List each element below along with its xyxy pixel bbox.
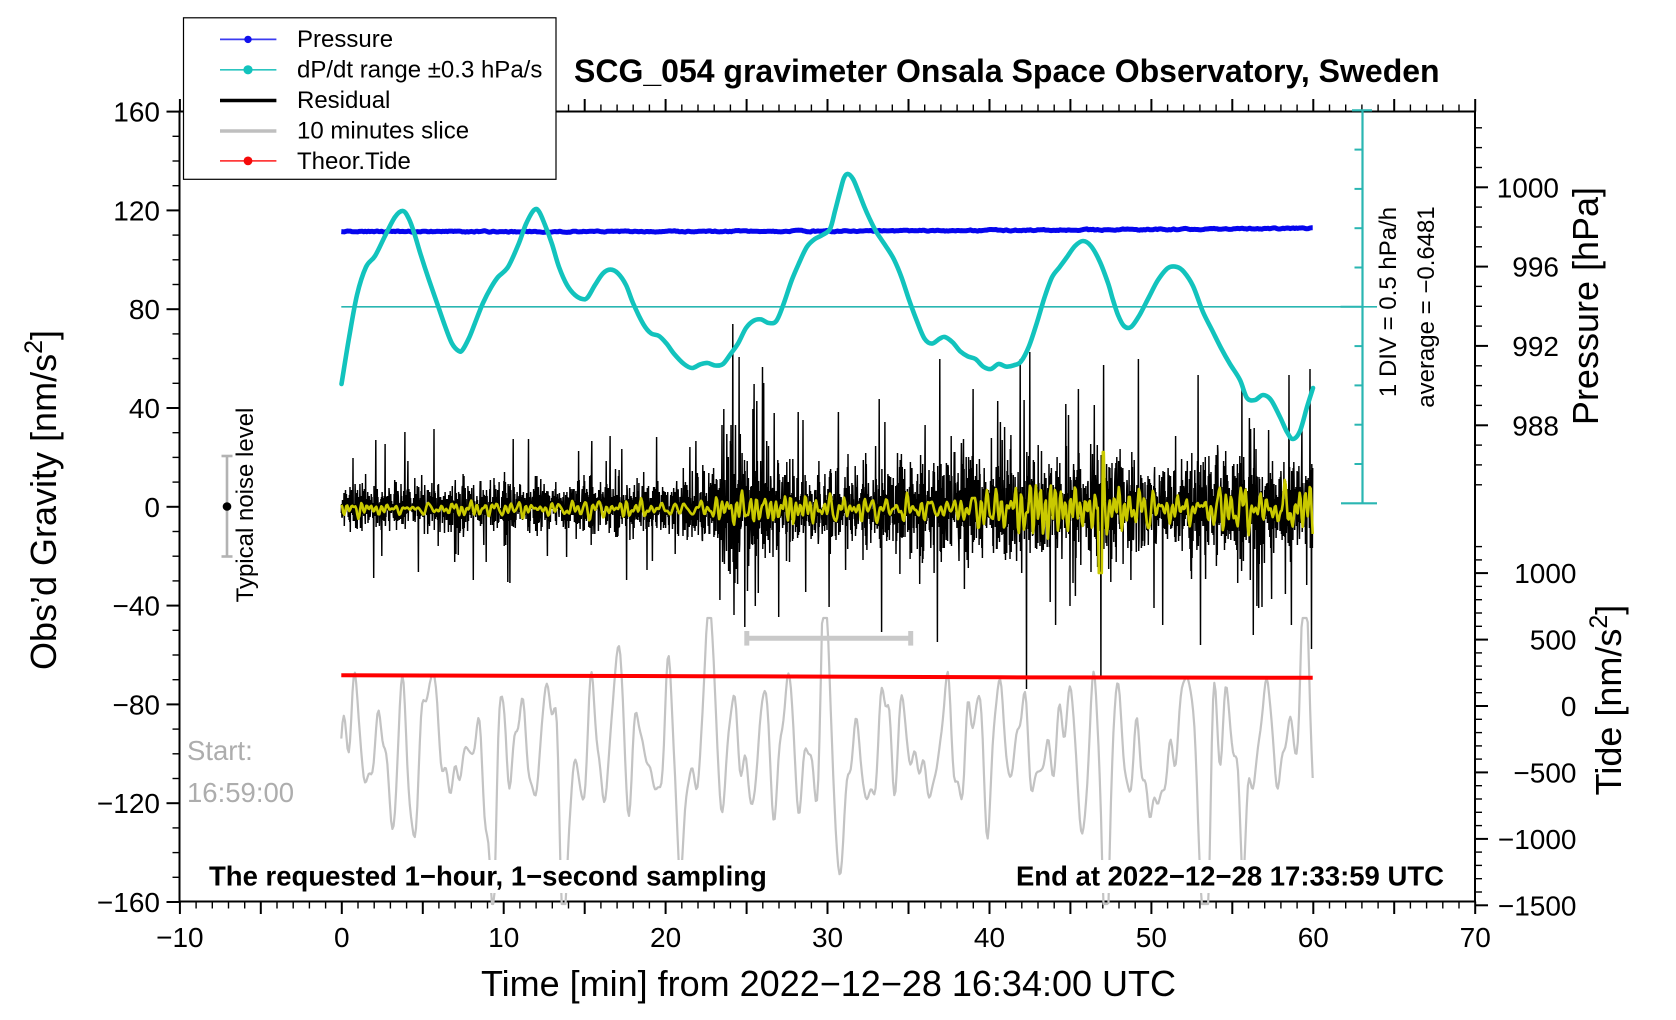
- svg-text:Start:: Start:: [187, 735, 253, 766]
- svg-text:−40: −40: [113, 591, 161, 622]
- svg-text:16:59:00: 16:59:00: [187, 777, 294, 808]
- svg-text:The requested 1−hour, 1−second: The requested 1−hour, 1−second sampling: [209, 861, 767, 892]
- svg-text:−1500: −1500: [1498, 890, 1577, 921]
- svg-text:40: 40: [974, 922, 1005, 953]
- svg-text:Pressure [hPa]: Pressure [hPa]: [1565, 187, 1606, 425]
- svg-text:60: 60: [1298, 922, 1329, 953]
- svg-text:40: 40: [129, 393, 160, 424]
- svg-text:SCG_054 gravimeter Onsala Spac: SCG_054 gravimeter Onsala Space Observat…: [574, 53, 1440, 89]
- svg-text:−1000: −1000: [1498, 824, 1577, 855]
- svg-text:0: 0: [334, 922, 350, 953]
- svg-text:1000: 1000: [1497, 172, 1559, 203]
- svg-text:1 DIV = 0.5 hPa/h: 1 DIV = 0.5 hPa/h: [1375, 207, 1402, 397]
- svg-text:Pressure: Pressure: [297, 26, 393, 53]
- svg-text:996: 996: [1512, 252, 1559, 283]
- svg-text:80: 80: [129, 294, 160, 325]
- svg-text:−500: −500: [1513, 757, 1576, 788]
- svg-text:50: 50: [1136, 922, 1167, 953]
- svg-text:160: 160: [113, 97, 160, 128]
- svg-text:Theor.Tide: Theor.Tide: [297, 148, 411, 175]
- svg-text:992: 992: [1512, 331, 1559, 362]
- svg-text:20: 20: [650, 922, 681, 953]
- svg-text:End at 2022−12−28 17:33:59 UTC: End at 2022−12−28 17:33:59 UTC: [1016, 861, 1444, 892]
- svg-text:Time [min] from 2022−12−28 16:: Time [min] from 2022−12−28 16:34:00 UTC: [481, 963, 1176, 1004]
- svg-text:−80: −80: [113, 689, 161, 720]
- svg-text:−120: −120: [97, 788, 160, 819]
- svg-text:120: 120: [113, 195, 160, 226]
- svg-text:0: 0: [144, 492, 160, 523]
- svg-text:Tide [nm/s2]: Tide [nm/s2]: [1585, 605, 1629, 796]
- svg-text:10 minutes slice: 10 minutes slice: [297, 118, 469, 145]
- svg-text:0: 0: [1561, 691, 1577, 722]
- svg-text:average = −0.6481: average = −0.6481: [1413, 206, 1440, 408]
- svg-text:Residual: Residual: [297, 87, 390, 114]
- svg-text:988: 988: [1512, 410, 1559, 441]
- svg-text:−10: −10: [156, 922, 204, 953]
- svg-text:Typical noise level: Typical noise level: [232, 408, 259, 603]
- svg-text:500: 500: [1530, 625, 1577, 656]
- svg-text:1000: 1000: [1514, 558, 1576, 589]
- svg-text:Obs’d Gravity [nm/s2]: Obs’d Gravity [nm/s2]: [20, 330, 64, 670]
- svg-text:10: 10: [488, 922, 519, 953]
- svg-text:−160: −160: [97, 887, 160, 918]
- svg-text:70: 70: [1460, 922, 1491, 953]
- svg-text:dP/dt range ±0.3 hPa/s: dP/dt range ±0.3 hPa/s: [297, 57, 542, 84]
- svg-text:30: 30: [812, 922, 843, 953]
